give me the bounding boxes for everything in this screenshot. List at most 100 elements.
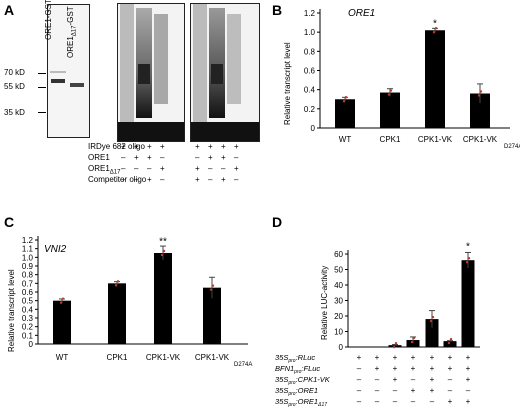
significance-mark: *	[433, 18, 437, 29]
x-tick-label: CPK1-VK	[463, 135, 498, 144]
emsa-row-dye: IRDye 682 oligo	[0, 142, 260, 153]
y-tick-label: 0.8	[22, 271, 34, 280]
gene-label: VNI2	[44, 244, 67, 255]
construct-label-suffix: :ORE1	[296, 397, 319, 406]
bar	[108, 283, 126, 344]
y-tick-label: 50	[334, 266, 343, 275]
data-point	[479, 90, 483, 93]
y-tick-label: 0.3	[22, 314, 34, 323]
panel-label-d: D	[272, 214, 283, 230]
data-point	[434, 27, 438, 30]
bar	[203, 287, 221, 344]
emsa-gel-right-image	[191, 4, 259, 141]
data-point	[467, 257, 471, 260]
emsa-row-competitor: Competitor oligo	[0, 175, 260, 186]
emsa-gel-left-image	[118, 4, 184, 141]
emsa-row-ore1d17: ORE1Δ17	[0, 164, 260, 176]
minus-sign: –	[234, 153, 239, 162]
bar	[443, 341, 457, 347]
plus-sign: +	[466, 364, 471, 373]
sds-page-gel	[47, 4, 90, 138]
y-tick-label: 0.7	[22, 279, 34, 288]
x-tick-label: CPK1	[107, 353, 128, 362]
bar	[388, 345, 402, 347]
emsa-gel-left	[117, 3, 185, 142]
minus-sign: –	[393, 397, 398, 406]
data-point	[432, 31, 436, 34]
plus-sign: +	[357, 353, 362, 362]
plus-sign: +	[393, 375, 398, 384]
minus-sign: –	[375, 386, 380, 395]
data-point	[465, 261, 469, 264]
construct-label-suffix: :RLuc	[296, 353, 316, 362]
data-point	[211, 284, 215, 287]
y-tick-label: 30	[334, 297, 343, 306]
y-tick-label: 1.1	[22, 245, 34, 254]
data-point	[344, 96, 348, 99]
construct-label-sub: pro	[287, 391, 295, 397]
plus-sign: +	[208, 142, 213, 151]
y-tick-label: 0.1	[22, 331, 34, 340]
plus-sign: +	[393, 353, 398, 362]
x-tick-label: WT	[56, 353, 69, 362]
minus-sign: –	[357, 386, 362, 395]
construct-label-text: 35S	[275, 397, 288, 406]
data-point	[59, 301, 63, 304]
plus-sign: +	[411, 364, 416, 373]
x-tick-label: CPK1-VK	[418, 135, 453, 144]
y-tick-label: 1.2	[304, 9, 316, 18]
plus-sign: +	[160, 164, 165, 173]
construct-label-suffix: :FLuc	[301, 364, 320, 373]
construct-label: 35Spro:ORE1Δ17	[275, 397, 327, 408]
plus-sign: +	[234, 164, 239, 173]
plus-sign: +	[466, 375, 471, 384]
gel-band	[50, 71, 66, 73]
construct-label-text: 35S	[275, 353, 288, 362]
y-axis-label: Relative LUC-activity	[320, 266, 329, 340]
minus-sign: –	[121, 175, 126, 184]
mw-tick	[38, 112, 46, 113]
row-label: ORE1	[88, 153, 110, 162]
data-point	[412, 336, 416, 340]
plus-sign: +	[121, 142, 126, 151]
plus-sign: +	[195, 175, 200, 184]
minus-sign: –	[121, 164, 126, 173]
minus-sign: –	[195, 153, 200, 162]
bar	[406, 340, 420, 347]
lane-label-ore1-d17-gst: ORE1Δ17-GST	[66, 6, 78, 58]
construct-label: 35Spro:ORE1	[275, 386, 318, 397]
bar	[53, 300, 71, 344]
y-tick-label: 0.5	[22, 297, 34, 306]
y-tick-label: 20	[334, 312, 343, 321]
minus-sign: –	[357, 364, 362, 373]
x-tick-label-sub: D274A	[504, 144, 520, 150]
minus-sign: –	[411, 397, 416, 406]
minus-sign: –	[357, 375, 362, 384]
bar	[380, 92, 400, 128]
panel-label-c: C	[4, 214, 15, 230]
minus-sign: –	[375, 397, 380, 406]
plus-sign: +	[195, 164, 200, 173]
y-tick-label: 0.4	[304, 86, 316, 95]
bar	[461, 260, 475, 347]
minus-sign: –	[160, 175, 165, 184]
mw-marker-55: 55 kD	[4, 82, 25, 91]
data-point	[114, 284, 118, 287]
y-tick-label: 40	[334, 281, 343, 290]
construct-label-text: 35S	[275, 375, 288, 384]
data-point	[410, 340, 414, 344]
y-tick-label: 1.2	[22, 236, 34, 245]
plus-sign: +	[448, 364, 453, 373]
bar	[425, 319, 439, 347]
lane-label-sub: Δ17	[71, 25, 78, 37]
lane-label-ore1-gst: ORE1-GST	[44, 0, 53, 40]
construct-label-text: 35S	[275, 386, 288, 395]
plus-sign: +	[160, 142, 165, 151]
plus-sign: +	[466, 397, 471, 406]
y-axis-label: Relative transcript level	[283, 42, 292, 125]
data-point	[447, 341, 451, 345]
y-tick-label: 10	[334, 328, 343, 337]
minus-sign: –	[375, 375, 380, 384]
plus-sign: +	[221, 153, 226, 162]
